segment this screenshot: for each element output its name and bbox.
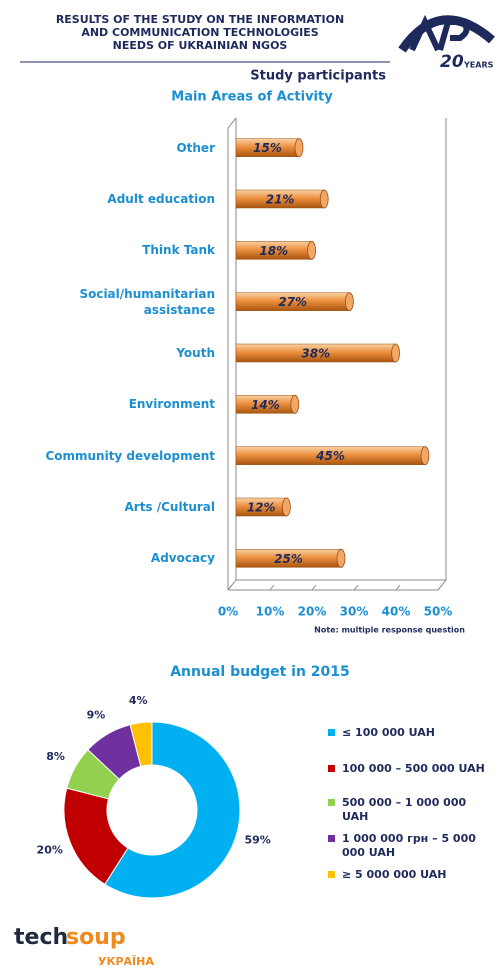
chart-title: Main Areas of Activity	[171, 90, 333, 105]
section-title: Study participants	[250, 69, 386, 84]
value-label: 27%	[278, 295, 307, 309]
legend-label: 500 000 – 1 000 000 UAH	[342, 796, 467, 823]
legend-entry: 500 000 – 1 000 000 UAH	[328, 796, 492, 824]
legend-swatch	[328, 729, 335, 736]
value-label: 38%	[301, 347, 330, 361]
value-label: 15%	[253, 141, 282, 155]
category-label: Youth	[176, 346, 215, 360]
bar-cap	[336, 548, 346, 568]
x-tick-label: 10%	[256, 605, 285, 619]
x-tick	[311, 584, 317, 591]
x-tick-label: 50%	[424, 605, 453, 619]
x-tick	[395, 584, 401, 591]
x-tick	[269, 584, 275, 591]
bar-cap	[294, 138, 304, 158]
legend-label: 100 000 – 500 000 UAH	[342, 762, 485, 775]
category-label: Adult education	[107, 192, 215, 206]
legend-entry: ≥ 5 000 000 UAH	[328, 868, 492, 882]
value-label: 12%	[247, 501, 276, 515]
bar-cap	[420, 446, 430, 466]
value-label: 20%	[37, 843, 63, 856]
value-label: 25%	[274, 552, 303, 566]
x-tick-label: 40%	[382, 605, 411, 619]
value-label: 9%	[87, 708, 106, 721]
legend-entry: 1 000 000 грн – 5 000 000 UAH	[328, 832, 492, 860]
x-tick	[227, 584, 233, 591]
chart-title: Annual budget in 2015	[170, 664, 350, 680]
bar-cap	[391, 343, 401, 363]
donut-slice	[104, 721, 241, 899]
bar-cap	[307, 240, 317, 260]
value-label: 45%	[315, 449, 345, 463]
logo-number: 20	[440, 52, 464, 72]
category-label: Other	[176, 140, 215, 155]
bar-cap	[319, 189, 329, 209]
legend-label: ≥ 5 000 000 UAH	[342, 868, 447, 881]
x-tick-label: 30%	[340, 605, 369, 619]
logo: 20 YEARS	[398, 14, 495, 72]
category-label: Think Tank	[142, 243, 215, 258]
value-label: 8%	[46, 750, 65, 763]
legend-swatch	[328, 765, 335, 772]
category-label: Environment	[128, 397, 215, 412]
legend-swatch	[328, 871, 335, 878]
value-label: 4%	[129, 694, 148, 707]
brand-country: УКРАЇНА	[98, 954, 154, 968]
header-title: RESULTS OF THE STUDY ON THE INFORMATION	[56, 13, 344, 26]
value-label: 14%	[251, 398, 280, 412]
value-label: 59%	[244, 834, 270, 847]
brand: soup	[66, 925, 126, 950]
x-tick-label: 0%	[218, 605, 238, 619]
donut-slice	[129, 721, 153, 768]
value-label: 21%	[266, 193, 295, 207]
note: Note: multiple response question	[314, 626, 465, 635]
bar-cap	[290, 394, 300, 414]
category-label: Social/humanitarian assistance	[79, 286, 215, 317]
legend-swatch	[328, 835, 335, 842]
legend-swatch	[328, 799, 335, 806]
category-label: Advocacy	[150, 551, 215, 566]
legend-label: ≤ 100 000 UAH	[342, 726, 435, 739]
category-label: Community development	[45, 448, 215, 463]
x-tick-label: 20%	[298, 605, 327, 619]
header-title: NEEDS OF UKRAINIAN NGOS	[113, 39, 288, 52]
bar-cap	[344, 292, 354, 312]
chart-walls	[227, 117, 448, 591]
logo-text: YEARS	[463, 61, 494, 70]
header-title: AND COMMUNICATION TECHNOLOGIES	[81, 26, 318, 39]
brand: tech	[14, 925, 68, 950]
bar-cap	[281, 497, 291, 517]
legend-label: 1 000 000 грн – 5 000 000 UAH	[342, 832, 476, 859]
legend-entry: 100 000 – 500 000 UAH	[328, 762, 492, 776]
legend-entry: ≤ 100 000 UAH	[328, 726, 492, 740]
value-label: 18%	[259, 244, 288, 258]
category-label: Arts /Cultural	[124, 500, 215, 514]
x-tick	[353, 584, 359, 591]
x-tick	[437, 584, 443, 591]
